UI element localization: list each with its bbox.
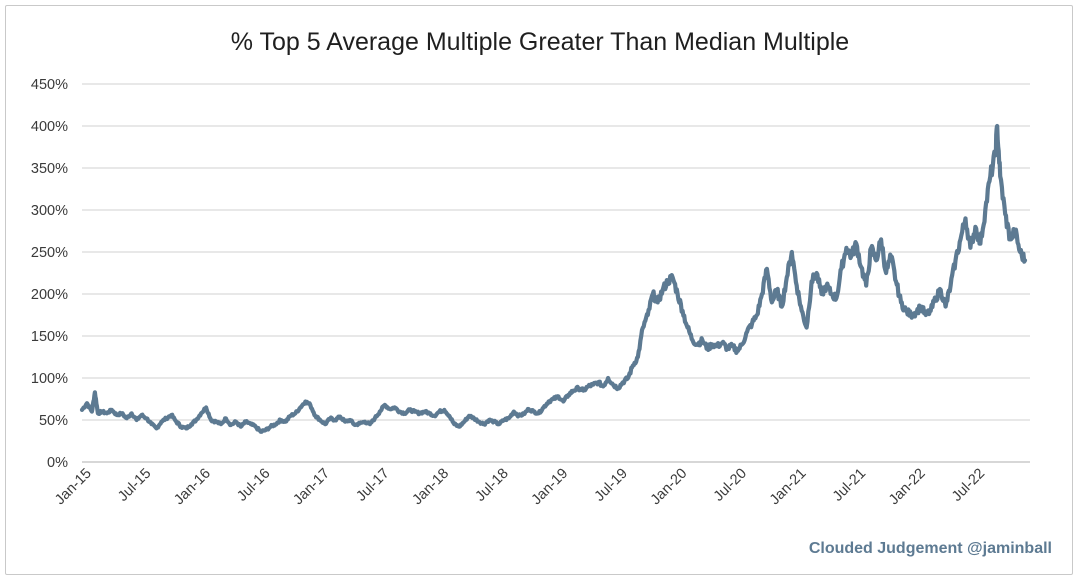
y-tick-label: 300%: [31, 203, 68, 219]
x-tick-label: Jan-18: [410, 466, 453, 509]
x-tick-label: Jan-20: [648, 466, 691, 509]
series-line: [79, 123, 1028, 434]
x-tick-label: Jan-17: [290, 466, 333, 509]
y-tick-label: 250%: [31, 245, 68, 261]
y-tick-label: 100%: [31, 371, 68, 387]
credit-watermark: Clouded Judgement @jaminball: [808, 540, 1052, 557]
y-tick-label: 50%: [39, 413, 68, 429]
y-tick-label: 200%: [31, 287, 68, 303]
chart-title: % Top 5 Average Multiple Greater Than Me…: [230, 28, 850, 56]
y-axis-ticks: 0% 50% 100% 150% 200% 250% 300% 350% 400% 450%: [31, 77, 68, 471]
x-tick-label: Jul-16: [234, 466, 273, 505]
x-tick-label: Jan-19: [529, 466, 572, 509]
y-tick-label: 150%: [31, 329, 68, 345]
x-tick-label: Jul-18: [473, 466, 512, 505]
x-tick-label: Jan-16: [171, 466, 214, 509]
x-tick-label: Jul-20: [711, 466, 750, 505]
x-tick-label: Jul-15: [115, 466, 154, 505]
series-group: [79, 123, 1028, 434]
x-tick-label: Jan-15: [52, 466, 95, 509]
x-axis-ticks: Jan-15 Jul-15 Jan-16 Jul-16 Jan-17 Jul-17 Jan-…: [52, 466, 988, 509]
y-tick-label: 0%: [47, 455, 68, 471]
x-tick-label: Jul-17: [353, 466, 392, 505]
x-tick-label: Jul-19: [592, 466, 631, 505]
x-tick-label: Jul-22: [949, 466, 988, 505]
y-tick-label: 400%: [31, 119, 68, 135]
chart-frame: [5, 5, 1073, 575]
gridlines: [82, 83, 1030, 421]
y-tick-label: 350%: [31, 161, 68, 177]
x-tick-label: Jan-22: [886, 466, 929, 509]
x-tick-label: Jan-21: [767, 466, 810, 509]
y-tick-label: 450%: [31, 77, 68, 93]
x-tick-label: Jul-21: [830, 466, 869, 505]
